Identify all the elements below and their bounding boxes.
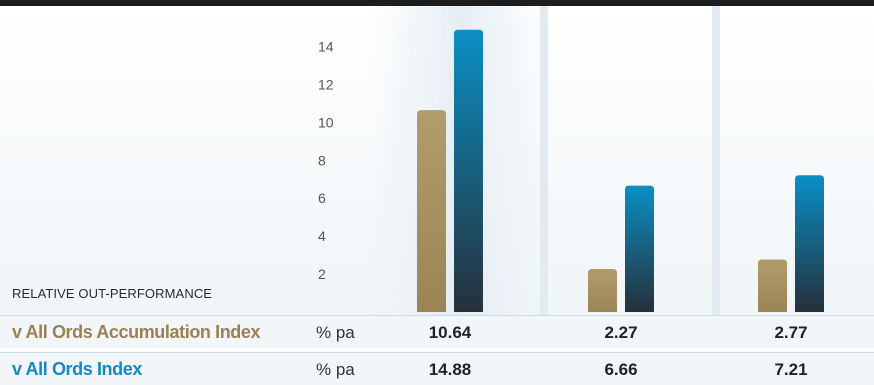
row-value: 2.27 xyxy=(604,323,638,342)
bar-all-ords-index xyxy=(795,175,824,312)
row-value: 7.21 xyxy=(774,360,808,379)
bar-chart: 2 4 6 8 10 12 14 xyxy=(0,6,874,315)
bar-accumulation-index xyxy=(758,259,787,312)
y-tick-label: 4 xyxy=(318,228,326,244)
row-value: 14.88 xyxy=(428,360,472,379)
bar-all-ords-index xyxy=(454,29,483,312)
table-row: v All Ords Accumulation Index % pa 10.64… xyxy=(0,315,874,348)
row-value: 10.64 xyxy=(428,323,472,342)
bar-accumulation-index xyxy=(588,268,617,312)
plot-divider xyxy=(712,6,720,315)
y-tick-label: 14 xyxy=(318,38,334,54)
y-tick-label: 12 xyxy=(318,76,334,92)
y-tick-label: 2 xyxy=(318,266,326,282)
table-row: v All Ords Index % pa 14.88 6.66 7.21 xyxy=(0,352,874,385)
section-label: RELATIVE OUT-PERFORMANCE xyxy=(12,286,213,301)
row-unit: % pa xyxy=(316,360,355,379)
y-tick-label: 6 xyxy=(318,190,326,206)
row-value: 2.77 xyxy=(774,323,808,342)
row-value: 6.66 xyxy=(604,360,638,379)
row-label: v All Ords Index xyxy=(12,359,142,379)
top-bar xyxy=(0,0,874,6)
bar-all-ords-index xyxy=(625,185,654,312)
y-axis-ticks: 2 4 6 8 10 12 14 xyxy=(318,38,334,282)
row-label: v All Ords Accumulation Index xyxy=(12,322,261,342)
bars xyxy=(417,29,824,312)
row-unit: % pa xyxy=(316,323,355,342)
bar-accumulation-index xyxy=(417,110,446,312)
plot-divider xyxy=(540,6,548,315)
y-tick-label: 8 xyxy=(318,152,326,168)
y-tick-label: 10 xyxy=(318,114,334,130)
